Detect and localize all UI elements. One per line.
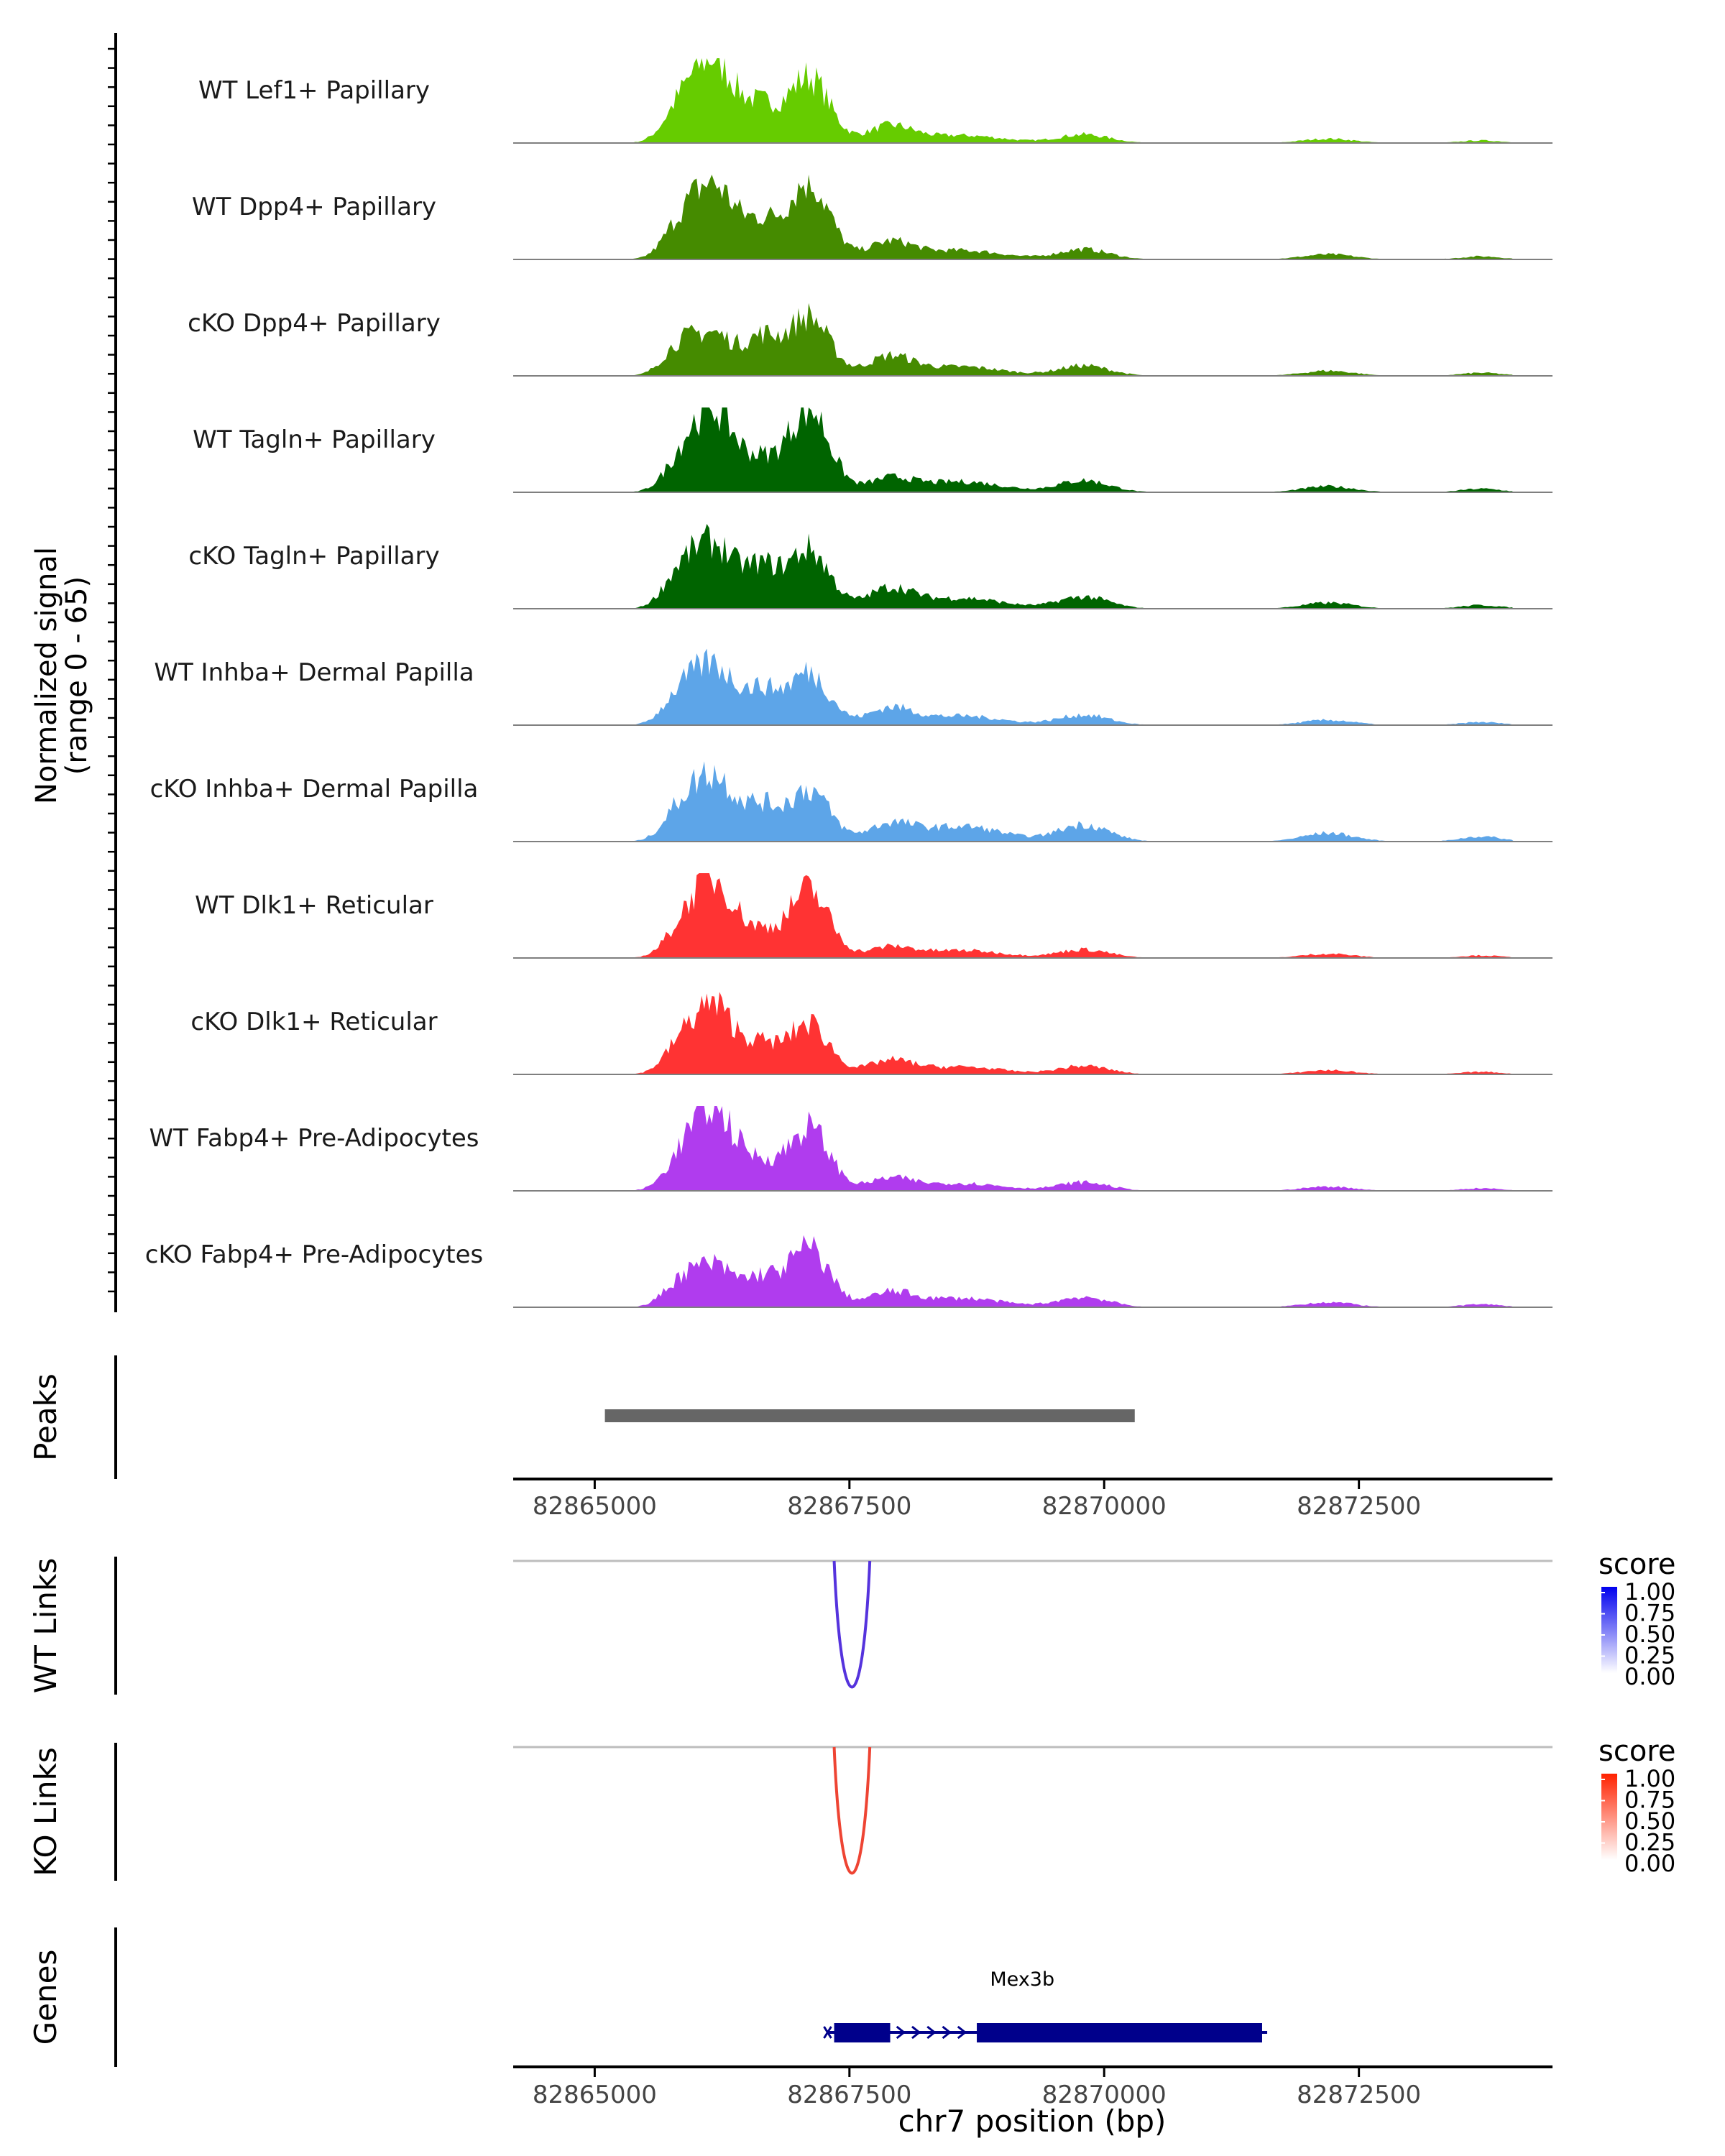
track-label: cKO Inhba+ Dermal Papilla — [150, 775, 479, 803]
y-axis-title: Normalized signal — [30, 547, 63, 804]
coverage-area — [513, 1235, 1552, 1307]
track-label: cKO Dpp4+ Papillary — [188, 309, 441, 338]
x-tick-label: 82872500 — [1297, 1492, 1421, 1521]
coverage-area — [513, 992, 1552, 1074]
gene-exon — [834, 2023, 891, 2042]
coverage-area — [513, 175, 1552, 259]
x-tick-label: 82872500 — [1297, 2081, 1421, 2109]
strand-arrow — [957, 2025, 967, 2040]
legend-title: score — [1598, 1548, 1675, 1581]
legend-tick-label: 0.50 — [1624, 1807, 1675, 1835]
legend-tick-label: 1.00 — [1624, 1765, 1675, 1792]
x-tick-label: 82867500 — [787, 1492, 911, 1521]
strand-arrow — [926, 2025, 937, 2040]
x-tick-label: 82870000 — [1042, 1492, 1167, 1521]
track-label: cKO Dlk1+ Reticular — [190, 1008, 437, 1036]
coverage-area — [513, 761, 1552, 842]
peaks-label: Peaks — [28, 1373, 63, 1461]
peak-region — [604, 1409, 1135, 1422]
coverage-area — [513, 873, 1552, 958]
x-tick-label: 82865000 — [533, 1492, 657, 1521]
genes-label: Genes — [28, 1950, 63, 2045]
strand-arrow — [942, 2025, 952, 2040]
coverage-area — [513, 303, 1552, 376]
legend-colorbar — [1601, 1774, 1617, 1860]
track-label: cKO Tagln+ Papillary — [188, 542, 439, 571]
links-label: WT Links — [28, 1558, 63, 1693]
strand-arrow — [823, 2026, 832, 2039]
peaks-panel: Peaks 82865000 82867500 82870000 82872500 — [28, 1355, 1552, 1521]
strand-arrow — [896, 2025, 906, 2040]
legend-tick-label: 0.50 — [1624, 1621, 1675, 1648]
track-label: WT Inhba+ Dermal Papilla — [154, 658, 474, 687]
link-arc — [832, 1560, 872, 1689]
legend-title: score — [1598, 1735, 1675, 1768]
track-label: WT Dpp4+ Papillary — [192, 193, 436, 221]
strand-arrow — [911, 2025, 921, 2040]
gene-exon — [977, 2023, 1262, 2042]
legend-tick-label: 0.00 — [1624, 1663, 1675, 1690]
legend-colorbar — [1601, 1587, 1617, 1673]
coverage-area — [513, 524, 1552, 609]
x-tick-label: 82865000 — [533, 2081, 657, 2109]
coverage-tracks: WT Lef1+ Papillary WT Dpp4+ Papillary cKO … — [145, 58, 1552, 1308]
legend-tick-label: 0.00 — [1624, 1850, 1675, 1877]
track-label: WT Tagln+ Papillary — [193, 425, 436, 454]
legend-tick-label: 0.75 — [1624, 1600, 1675, 1627]
y-axis-subtitle: (range 0 - 65) — [60, 576, 93, 775]
x-tick-label: 82867500 — [787, 2081, 911, 2109]
legend-tick-label: 1.00 — [1624, 1578, 1675, 1606]
track-label: cKO Fabp4+ Pre-Adipocytes — [145, 1240, 484, 1269]
coverage-area — [513, 1106, 1552, 1191]
signal-y-axis — [108, 33, 117, 1312]
coverage-area — [513, 648, 1552, 725]
track-label: WT Lef1+ Papillary — [198, 76, 430, 105]
track-label: WT Dlk1+ Reticular — [195, 891, 433, 920]
coverage-area — [513, 58, 1552, 143]
gene-name: Mex3b — [990, 1968, 1054, 1991]
legend-tick-label: 0.75 — [1624, 1787, 1675, 1814]
link-arc — [832, 1746, 872, 1875]
x-axis-title: chr7 position (bp) — [898, 2104, 1167, 2139]
legend-tick-label: 0.25 — [1624, 1829, 1675, 1856]
coverage-area — [513, 407, 1552, 492]
track-label: WT Fabp4+ Pre-Adipocytes — [150, 1124, 479, 1153]
genes-panel: Genes Mex3b 82865000 82867500 82870000 828725… — [28, 1927, 1552, 2109]
legend-tick-label: 0.25 — [1624, 1642, 1675, 1669]
x-tick-label: 82870000 — [1042, 2081, 1167, 2109]
links-label: KO Links — [28, 1747, 63, 1876]
